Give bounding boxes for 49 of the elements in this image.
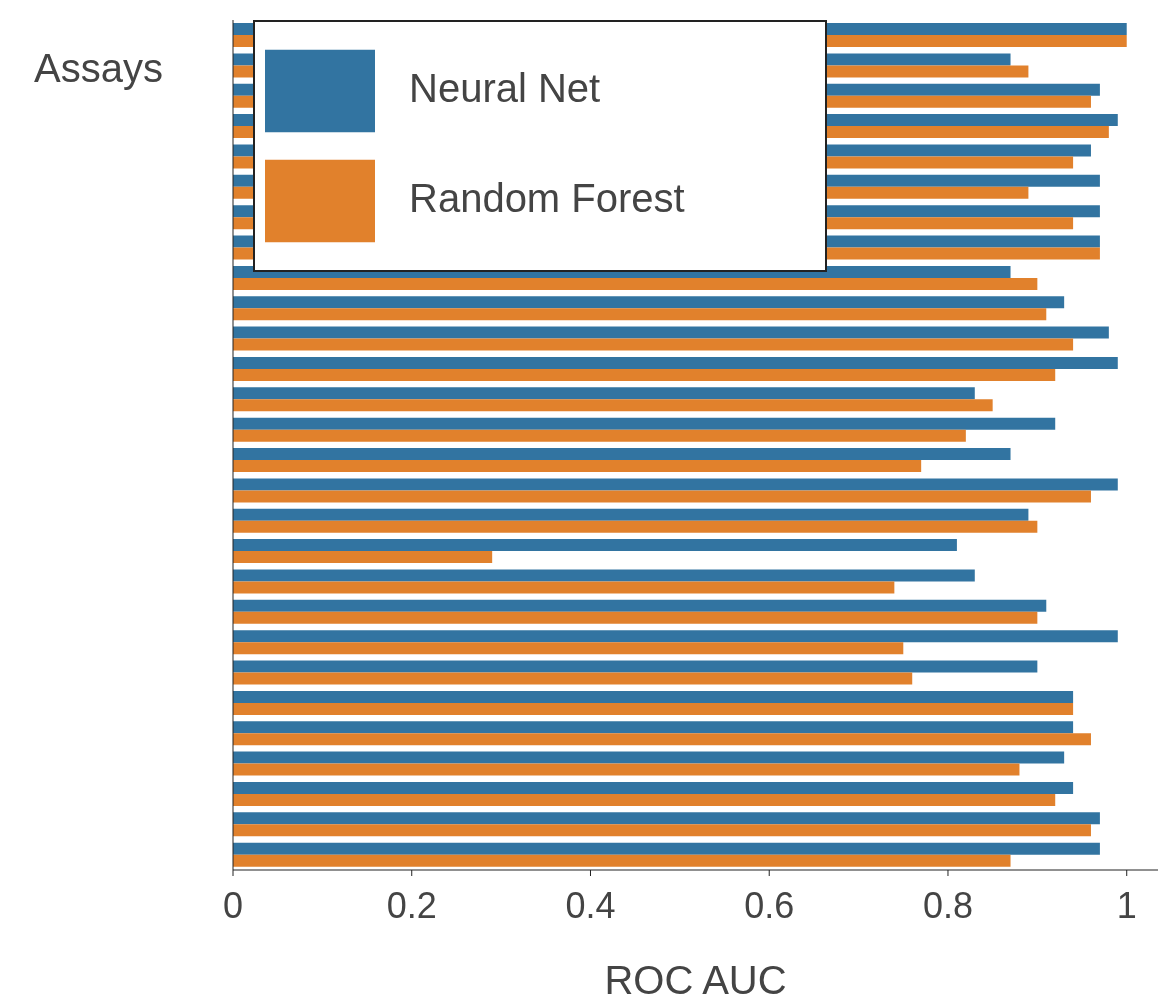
bar	[233, 277, 1038, 290]
x-tick-label: 0.8	[922, 884, 973, 926]
bar	[233, 751, 1065, 764]
bar	[233, 490, 1091, 503]
bar	[233, 672, 913, 685]
bar	[233, 793, 1056, 806]
bar	[233, 478, 1118, 491]
bar	[233, 417, 1056, 430]
bar	[233, 387, 975, 400]
bar	[233, 660, 1038, 673]
bar	[233, 702, 1074, 715]
bar	[233, 721, 1074, 734]
x-tick-label: 0.6	[744, 884, 795, 926]
bar	[233, 569, 975, 582]
bar	[233, 551, 493, 564]
bar	[233, 356, 1118, 369]
bar	[233, 824, 1091, 837]
bar	[233, 399, 993, 412]
bar	[233, 448, 1011, 461]
bar	[233, 611, 1038, 624]
bar	[233, 539, 957, 552]
legend-label: Random Forest	[409, 175, 685, 220]
x-tick-label: 0.2	[386, 884, 437, 926]
bar	[233, 308, 1047, 321]
bar	[233, 296, 1065, 309]
bar	[233, 581, 895, 594]
y-axis-title: Assays	[34, 46, 163, 90]
bar	[233, 854, 1011, 867]
x-tick-label: 0	[222, 884, 244, 926]
x-tick-label: 1	[1116, 884, 1137, 926]
bar	[233, 368, 1056, 381]
bar	[233, 733, 1091, 746]
x-tick-label: 0.4	[565, 884, 616, 926]
bar	[233, 429, 966, 442]
bar	[233, 781, 1074, 794]
bar	[233, 460, 922, 473]
bar	[233, 520, 1038, 533]
bar	[233, 842, 1100, 855]
legend-label: Neural Net	[409, 65, 601, 110]
bar	[233, 599, 1047, 612]
bar	[233, 812, 1100, 825]
bar	[233, 508, 1029, 521]
x-axis-title: ROC AUC	[603, 958, 788, 1003]
bar	[233, 338, 1074, 351]
bar	[233, 690, 1074, 703]
bar	[233, 642, 904, 655]
bar	[233, 763, 1020, 776]
bar	[233, 630, 1118, 643]
bar	[233, 326, 1109, 339]
